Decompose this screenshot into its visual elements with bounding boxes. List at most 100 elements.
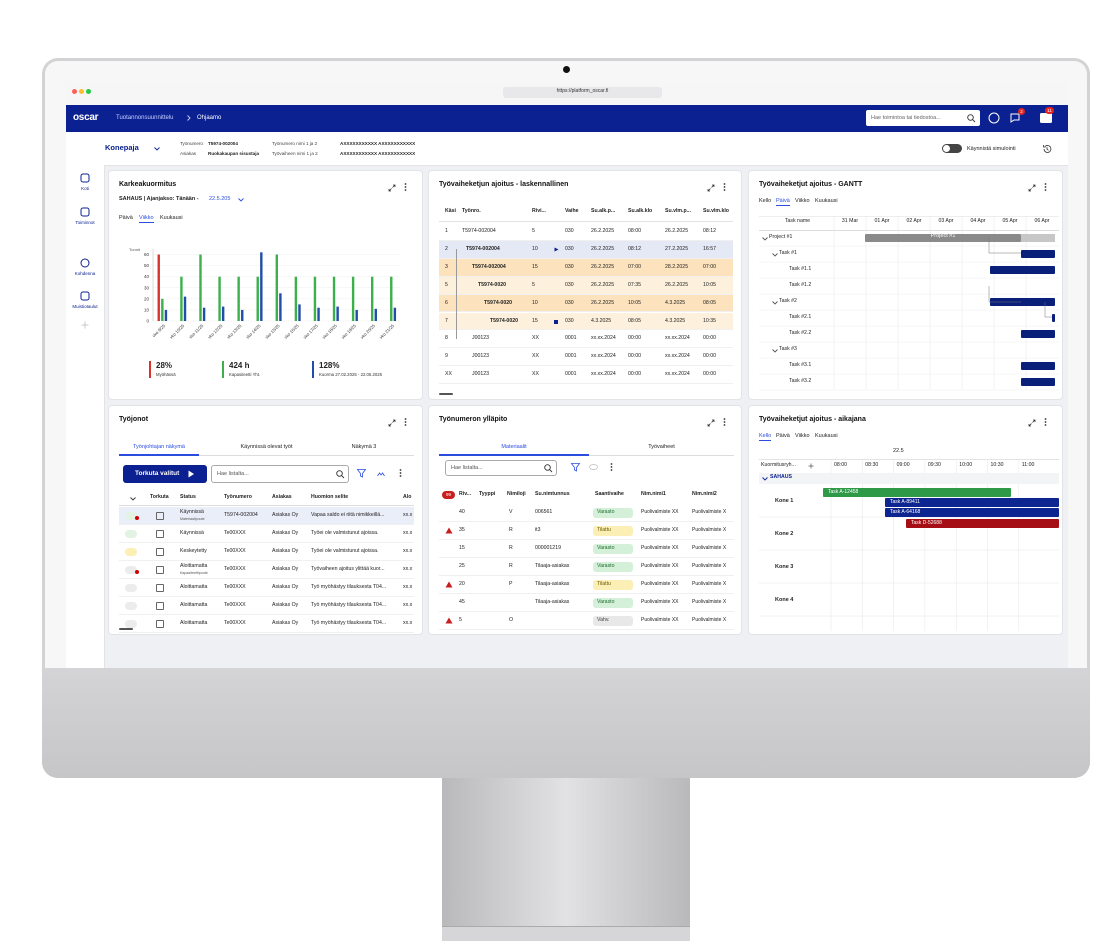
panel-title: Työnumeron ylläpito: [439, 416, 508, 423]
task-name[interactable]: Task #3.2: [789, 378, 812, 384]
expand-icon: [1028, 419, 1036, 427]
table-row[interactable]: [439, 312, 733, 331]
panel: Työnumeron ylläpito Materiaalit Työvaiheet…: [428, 405, 742, 635]
tab[interactable]: Viikko: [795, 433, 810, 439]
checkbox[interactable]: [156, 530, 164, 538]
table-row[interactable]: [439, 223, 733, 241]
task-name[interactable]: Task #3: [779, 346, 797, 352]
tab[interactable]: Viikko: [795, 198, 810, 204]
tab[interactable]: Materiaalit: [501, 444, 527, 450]
toggle[interactable]: [942, 144, 962, 153]
workshop-select[interactable]: Konepaja: [105, 143, 139, 152]
tab[interactable]: Päivä: [119, 215, 133, 221]
breadcrumb[interactable]: Ohjaamo: [197, 115, 222, 121]
table-row[interactable]: [439, 276, 733, 295]
table-row[interactable]: [439, 294, 733, 313]
checkbox[interactable]: [156, 602, 164, 610]
task-bar[interactable]: Task A-89411: [885, 498, 1059, 507]
bar: [294, 276, 298, 321]
search-box[interactable]: Hae listalta...: [445, 460, 557, 476]
table-row[interactable]: [439, 330, 733, 349]
checkbox[interactable]: [156, 512, 164, 520]
status-icon: [125, 566, 137, 574]
window-button[interactable]: [79, 89, 84, 94]
nav-label[interactable]: Koti: [81, 186, 89, 191]
table-row[interactable]: [439, 504, 734, 522]
checkbox[interactable]: [156, 584, 164, 592]
kebab-dot: [404, 189, 407, 191]
task-name[interactable]: Task #3.1: [789, 362, 812, 368]
date[interactable]: 22.5.205: [209, 196, 231, 202]
tab[interactable]: Näkymä 3: [351, 444, 377, 450]
column-header: 02 Apr: [906, 218, 922, 224]
kebab-dot: [404, 418, 407, 420]
nav-label[interactable]: Kohdenna: [74, 271, 96, 276]
table-cell: 15: [532, 263, 538, 270]
breadcrumb[interactable]: Tuotannonsuunnittelu: [116, 115, 174, 121]
column-header: Torkuta: [150, 494, 169, 500]
tab[interactable]: Kello: [759, 198, 772, 204]
task-name[interactable]: Task #1.2: [789, 282, 812, 288]
table-row[interactable]: [119, 597, 414, 615]
tab[interactable]: Kuukausi: [160, 215, 183, 221]
table-cell: P: [509, 581, 513, 587]
table-row[interactable]: [439, 240, 733, 259]
column-header: 04 Apr: [970, 218, 986, 224]
x-tick-label: vko 15/25: [264, 323, 281, 340]
table-row[interactable]: [439, 258, 733, 277]
graphic: [445, 581, 453, 588]
search-icon: [341, 475, 345, 479]
task-bar[interactable]: Task D-52688: [906, 519, 1059, 528]
table-row[interactable]: [119, 507, 414, 525]
task-name[interactable]: Task #2.2: [789, 330, 812, 336]
window-button[interactable]: [86, 89, 91, 94]
task-name[interactable]: Task #1.1: [789, 266, 812, 272]
table-row[interactable]: [439, 558, 734, 576]
table-row[interactable]: [119, 525, 414, 543]
nav-label[interactable]: Toiminnot: [75, 220, 95, 225]
tab[interactable]: Käynnissä olevat työt: [240, 444, 293, 450]
tab[interactable]: Kuukausi: [815, 433, 838, 439]
task-name[interactable]: Task #2: [779, 298, 797, 304]
table-row[interactable]: [439, 366, 733, 385]
nav-label[interactable]: Muistiotaulut: [72, 304, 98, 309]
search-box[interactable]: Hae toimintoa tai tiedostoa...: [866, 110, 980, 126]
table-row[interactable]: [119, 561, 414, 579]
alert-dot: [135, 570, 139, 574]
task-name[interactable]: Task #1: [779, 250, 797, 256]
play-icon: [188, 470, 194, 478]
table-row[interactable]: [439, 612, 734, 630]
table-row[interactable]: [439, 348, 733, 367]
tab[interactable]: Kuukausi: [815, 198, 838, 204]
button[interactable]: Torkuta valitut: [123, 465, 207, 483]
search-box[interactable]: Hae listalta...: [211, 465, 349, 483]
y-tick-label: 50: [144, 263, 150, 268]
task-bar[interactable]: Task A-12458: [823, 488, 1011, 497]
tab[interactable]: Päivä: [776, 198, 790, 207]
table-row[interactable]: [439, 594, 734, 612]
history-icon: [1043, 145, 1052, 153]
table-row[interactable]: [439, 576, 734, 594]
search-placeholder: Hae listalta...: [451, 465, 483, 471]
table-row[interactable]: [119, 543, 414, 561]
tab[interactable]: Päivä: [776, 433, 790, 439]
window-button[interactable]: [72, 89, 77, 94]
checkbox[interactable]: [156, 566, 164, 574]
tab[interactable]: Kello: [759, 433, 772, 442]
table-row[interactable]: [119, 615, 414, 633]
checkbox[interactable]: [156, 548, 164, 556]
table-row[interactable]: [439, 540, 734, 558]
table-cell: xx.x: [403, 566, 413, 572]
table-row[interactable]: [439, 522, 734, 540]
graphic: [154, 147, 160, 151]
table-row[interactable]: [119, 579, 414, 597]
checkbox[interactable]: [156, 620, 164, 628]
url-bar[interactable]: [503, 87, 662, 98]
tab[interactable]: Työvaiheet: [648, 444, 675, 450]
tab[interactable]: Työnjohtajan näkymä: [133, 444, 185, 450]
task-name[interactable]: Task #2.1: [789, 314, 812, 320]
task-bar[interactable]: Task A-64168: [885, 508, 1059, 517]
task-name[interactable]: Project #1: [769, 234, 793, 240]
tab[interactable]: Viikko: [139, 215, 154, 224]
